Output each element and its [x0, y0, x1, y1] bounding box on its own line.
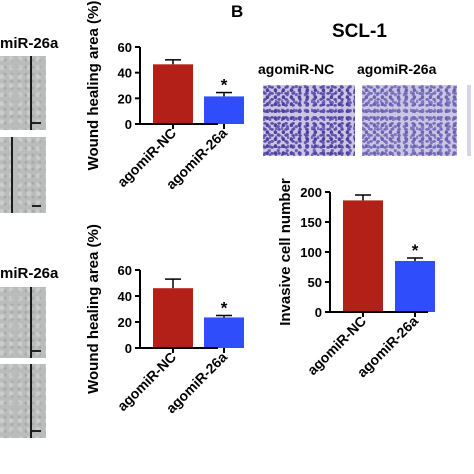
row2-image-label: miR-26a — [0, 265, 59, 282]
wound-micrograph-bottom-1 — [0, 287, 46, 358]
significance-star: * — [221, 299, 228, 318]
bar-agomir-nc — [153, 288, 193, 348]
y-tick-label: 0 — [125, 117, 132, 132]
significance-star: * — [412, 241, 419, 260]
image-edge-strip — [467, 85, 471, 156]
bar-agomir-26a — [204, 96, 244, 124]
y-tick-label: 0 — [315, 305, 322, 320]
y-tick-label: 60 — [118, 263, 132, 278]
y-tick-label: 40 — [118, 289, 132, 304]
wound-micrograph-top-2 — [0, 137, 46, 213]
y-tick-label: 0 — [125, 341, 132, 356]
y-tick-label: 20 — [118, 91, 132, 106]
transwell-image-agomir-26a — [362, 85, 457, 156]
panel-b-title: SCL-1 — [332, 21, 387, 42]
y-tick-label: 50 — [308, 275, 322, 290]
wound-micrograph-bottom-2 — [0, 364, 46, 438]
y-axis-label: Wound healing area (%) — [85, 1, 102, 171]
bar-agomir-26a — [204, 317, 244, 348]
y-axis-label: Invasive cell number — [277, 178, 294, 326]
y-tick-label: 100 — [300, 245, 322, 260]
row1-image-label: miR-26a — [0, 35, 59, 52]
wound-micrograph-top-1 — [0, 56, 46, 130]
bar-agomir-nc — [153, 64, 193, 124]
y-tick-label: 20 — [118, 315, 132, 330]
panel-b-letter: B — [231, 2, 244, 21]
bar-agomir-26a — [395, 261, 435, 312]
y-tick-label: 150 — [300, 215, 322, 230]
y-tick-label: 60 — [118, 40, 132, 55]
significance-star: * — [221, 76, 228, 95]
image-label-agomir-nc: agomiR-NC — [258, 61, 335, 77]
y-tick-label: 40 — [118, 66, 132, 81]
bar-agomir-nc — [343, 200, 383, 312]
y-tick-label: 200 — [300, 185, 322, 200]
transwell-image-agomir-nc — [263, 85, 355, 156]
image-label-agomir-26a: agomiR-26a — [357, 61, 437, 77]
y-axis-label: Wound healing area (%) — [85, 224, 102, 394]
